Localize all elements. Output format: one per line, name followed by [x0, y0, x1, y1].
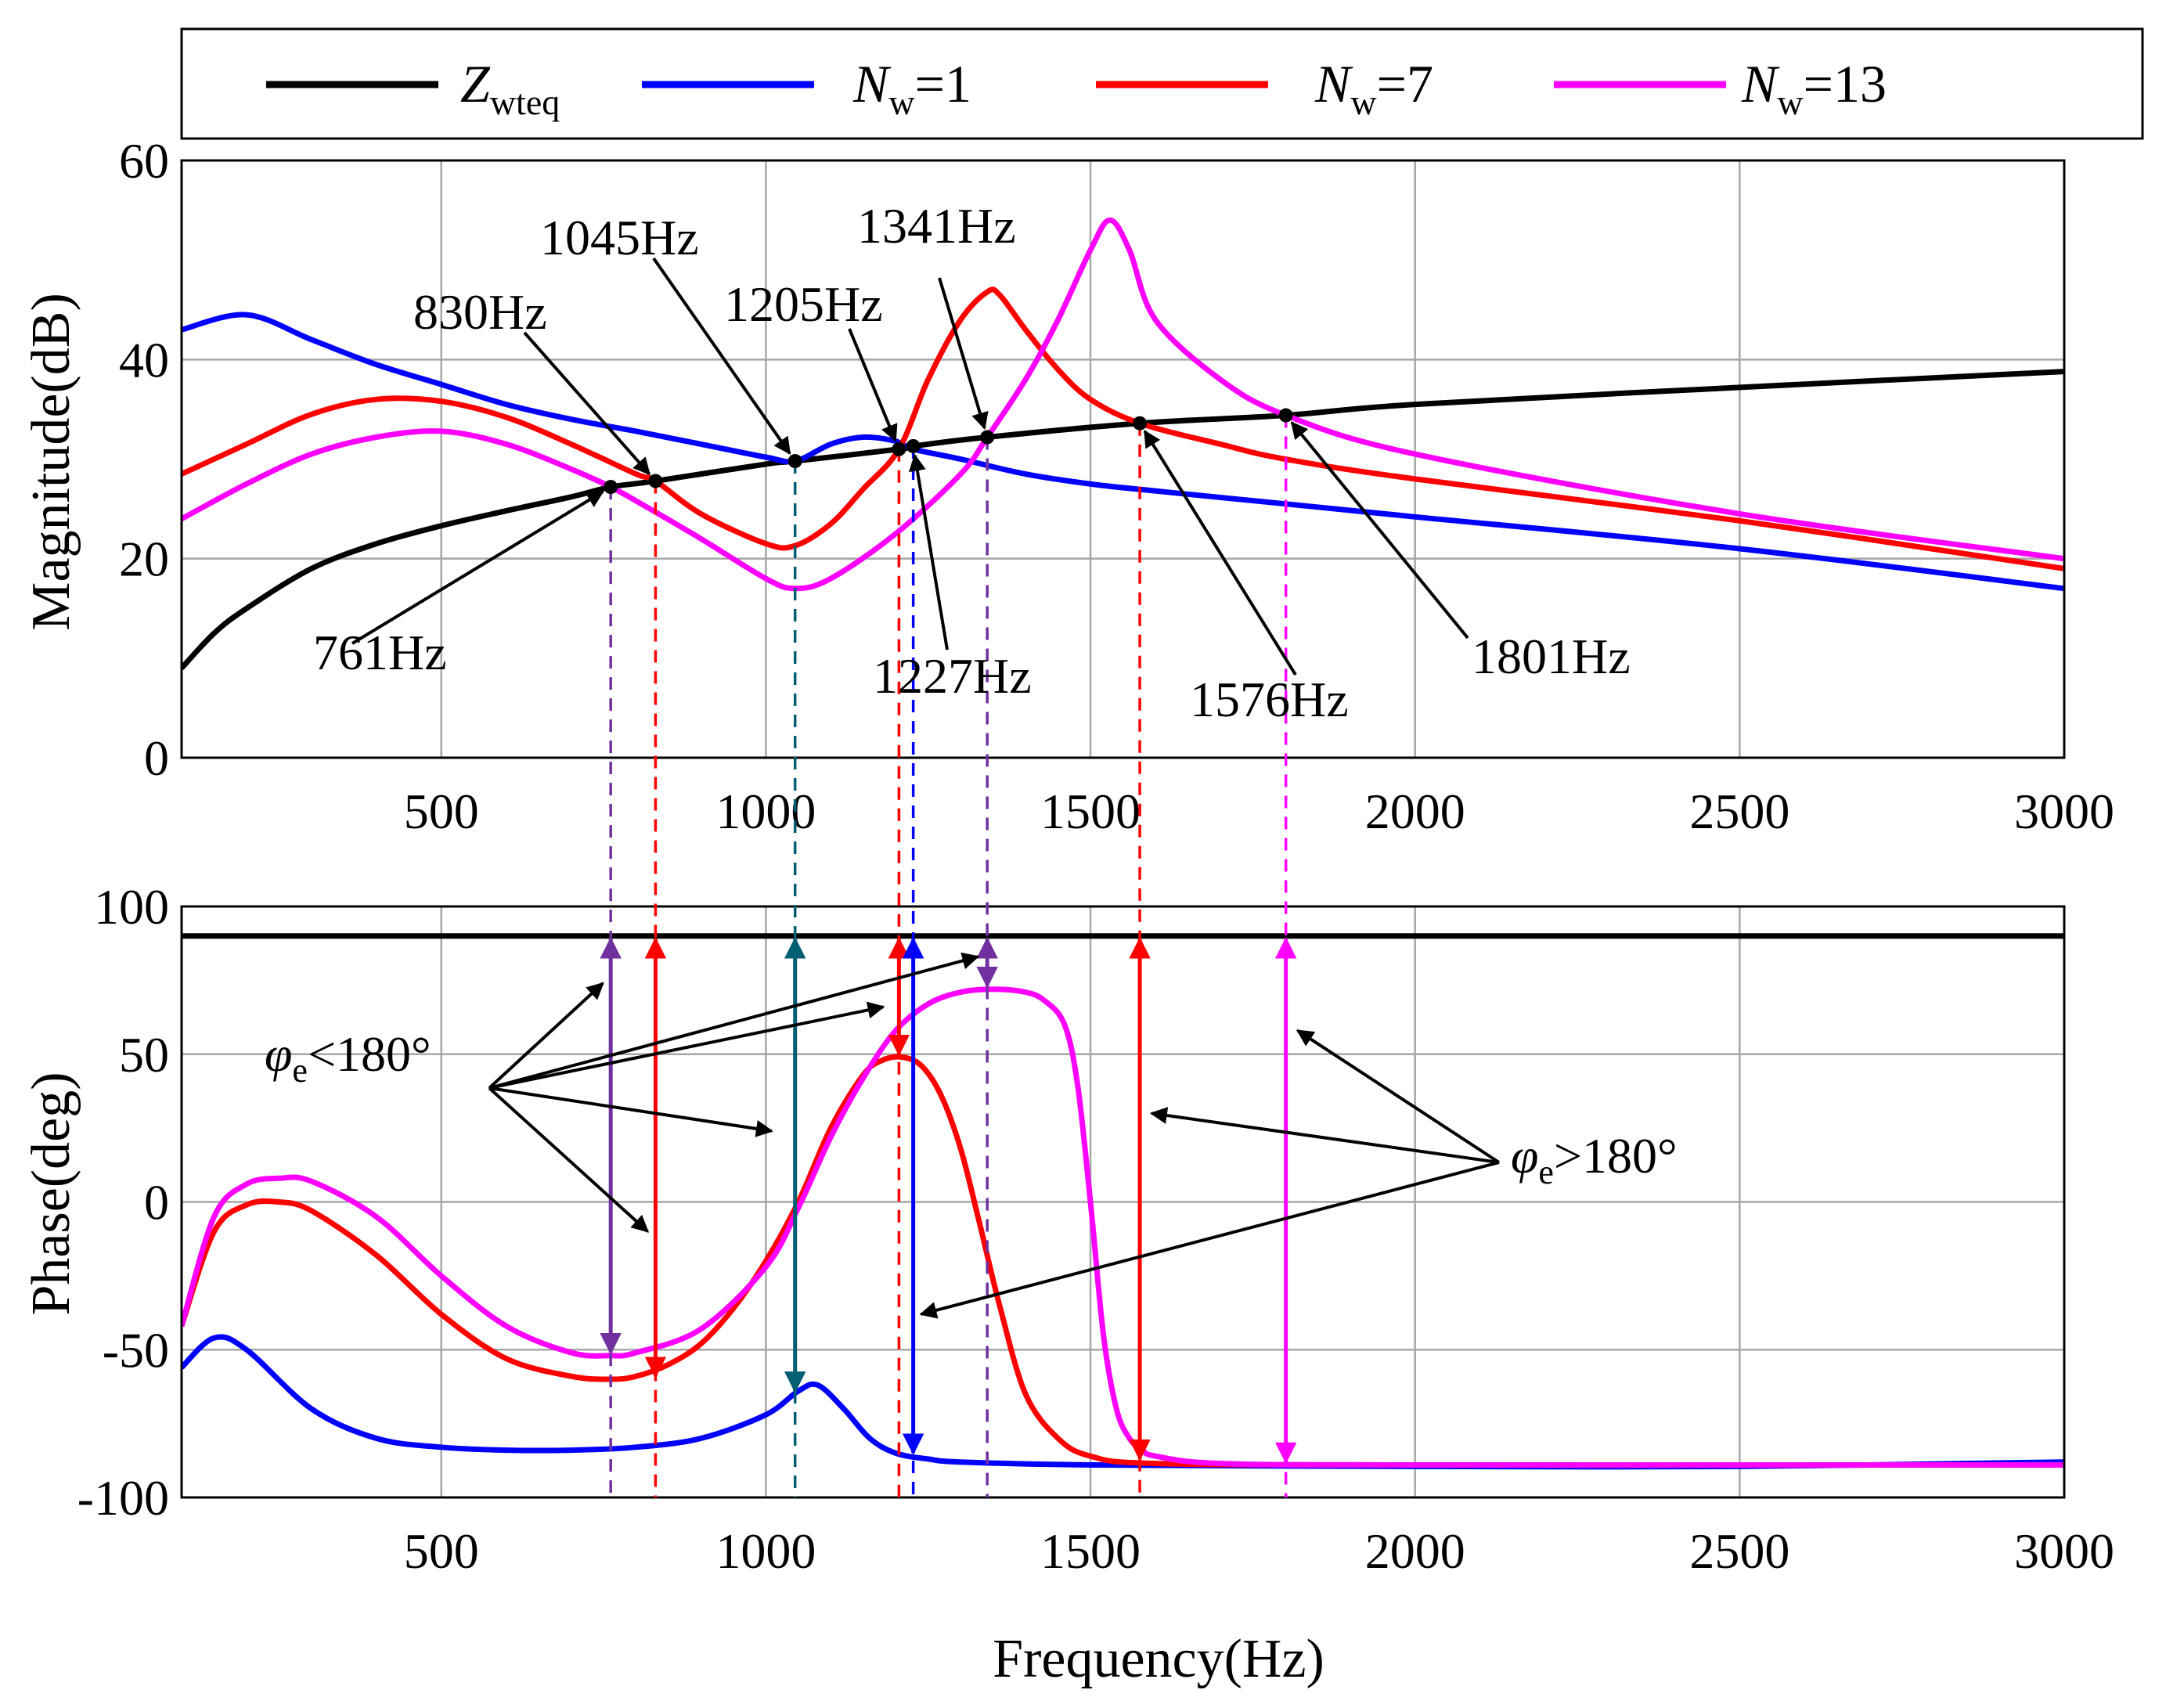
legend-label-nw13: Nw=13	[1741, 54, 1887, 122]
annotations: 761Hz 830Hz 1045Hz 1205Hz 1227Hz 1341Hz 1576Hz…	[313, 198, 1631, 1319]
legend: Zwteq Nw=1 Nw=7 Nw=13	[180, 27, 2144, 140]
phase-label-gt: φe>180°	[1511, 1128, 1678, 1191]
legend-label-nw1: Nw=1	[852, 54, 971, 122]
magnitude-axis-label: Magnitude(dB)	[21, 293, 81, 631]
phase-xtick-label: 500	[404, 1523, 479, 1579]
phase-gt-arrow	[1296, 1029, 1501, 1164]
magnitude-series-nw13	[182, 217, 2064, 592]
frequency-markers	[600, 408, 1297, 1497]
phase-xtick-label: 3000	[2014, 1523, 2114, 1579]
phase-ytick-label: -100	[77, 1470, 169, 1526]
intersection-dot	[604, 480, 618, 495]
magnitude-xtick-label: 1500	[1040, 784, 1141, 839]
magnitude-xtick-label: 2000	[1365, 784, 1465, 839]
annotation-label: 1576Hz	[1190, 672, 1349, 727]
intersection-dot	[906, 438, 921, 453]
magnitude-xtick-label: 2500	[1689, 784, 1789, 839]
phase-ytick-label: -50	[103, 1322, 169, 1378]
annotation-arrow	[652, 257, 791, 456]
annotation-label: 1341Hz	[857, 198, 1016, 254]
magnitude-ytick-label: 40	[119, 332, 169, 387]
phase-lt-arrow	[488, 982, 604, 1090]
frequency-axis-label: Frequency(Hz)	[993, 1629, 1324, 1689]
annotation-label: 1045Hz	[540, 210, 699, 265]
intersection-dot	[980, 430, 995, 445]
phase-ytick-label: 50	[119, 1027, 169, 1083]
phase-gt-arrow	[1149, 1107, 1500, 1164]
annotation-arrow	[909, 453, 949, 650]
annotation-arrow	[848, 328, 898, 442]
annotation-label: 1205Hz	[724, 276, 883, 332]
annotation-arrow	[1143, 430, 1297, 676]
phase-xtick-label: 1000	[715, 1523, 816, 1579]
phase-axis-label: Phase(deg)	[21, 1072, 81, 1315]
phase-lt-arrow	[488, 1001, 885, 1090]
magnitude-xtick-label: 1000	[715, 784, 816, 839]
magnitude-panel: 500 1000 1500 2000 2500 3000 0 20 40 60	[119, 133, 2114, 839]
phase-ytick-label: 0	[144, 1175, 169, 1231]
magnitude-frame	[180, 159, 2066, 759]
phase-label-lt: φe<180°	[265, 1026, 431, 1090]
magnitude-ytick-label: 20	[119, 531, 169, 587]
phase-lt-arrow	[488, 1086, 773, 1137]
magnitude-series-nw7	[182, 286, 2064, 571]
phase-xtick-label: 2000	[1365, 1523, 1465, 1579]
annotation-label: 830Hz	[413, 284, 547, 340]
phase-frame	[180, 905, 2066, 1499]
phase-xtick-label: 1500	[1040, 1523, 1141, 1579]
magnitude-series-nw1	[182, 312, 2064, 592]
annotation-label: 1227Hz	[873, 648, 1032, 704]
magnitude-xtick-label: 3000	[2014, 784, 2114, 839]
annotation-arrow	[523, 331, 651, 476]
phase-lt-arrow	[488, 952, 980, 1090]
phase-xtick-label: 2500	[1689, 1523, 1789, 1579]
phase-panel: 500 1000 1500 2000 2500 3000 -100 -50 0 50 100	[77, 879, 2114, 1579]
annotation-arrow	[351, 490, 604, 645]
magnitude-ytick-label: 0	[144, 730, 169, 786]
phase-gt-arrow	[919, 1161, 1500, 1319]
intersection-dot	[648, 474, 663, 488]
phase-lt-arrow	[488, 1086, 650, 1233]
annotation-arrow	[938, 277, 989, 431]
annotation-label: 1801Hz	[1472, 629, 1631, 684]
annotation-label: 761Hz	[313, 625, 447, 680]
phase-series-nw7	[182, 1054, 2064, 1468]
annotation-arrow	[1290, 421, 1469, 640]
magnitude-ytick-label: 60	[119, 133, 169, 189]
phase-ytick-label: 100	[94, 879, 169, 935]
magnitude-xtick-label: 500	[404, 784, 479, 839]
intersection-dot	[787, 454, 802, 469]
magnitude-plot-area	[182, 160, 2064, 758]
legend-label-zwteq: Zwteq	[460, 54, 560, 122]
intersection-dot	[1278, 408, 1293, 423]
intersection-dot	[1133, 416, 1148, 431]
legend-label-nw7: Nw=7	[1314, 54, 1433, 122]
intersection-dot	[892, 441, 906, 456]
